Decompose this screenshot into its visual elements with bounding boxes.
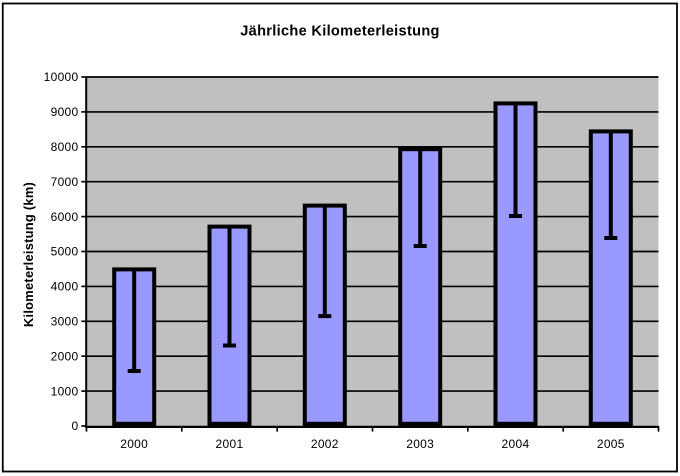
svg-text:2002: 2002 [311,437,339,451]
svg-text:2003: 2003 [406,437,434,451]
svg-text:2004: 2004 [502,437,530,451]
svg-text:1000: 1000 [51,384,79,398]
svg-text:3000: 3000 [51,315,79,329]
svg-text:7000: 7000 [51,175,79,189]
svg-text:4000: 4000 [51,280,79,294]
svg-text:2001: 2001 [216,437,244,451]
svg-text:5000: 5000 [51,245,79,259]
svg-text:2000: 2000 [51,349,79,363]
svg-text:6000: 6000 [51,210,79,224]
svg-text:9000: 9000 [51,105,79,119]
svg-text:2000: 2000 [120,437,148,451]
svg-text:8000: 8000 [51,140,79,154]
svg-text:2005: 2005 [597,437,625,451]
svg-text:Jährliche Kilometerleistung: Jährliche Kilometerleistung [240,23,440,39]
svg-text:Kilometerleistung (km): Kilometerleistung (km) [21,182,36,327]
svg-text:0: 0 [72,419,79,433]
svg-text:10000: 10000 [44,70,79,84]
